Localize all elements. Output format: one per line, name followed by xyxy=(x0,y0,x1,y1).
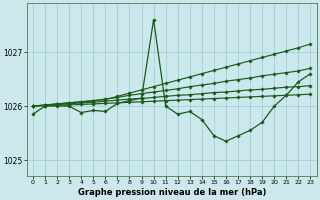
X-axis label: Graphe pression niveau de la mer (hPa): Graphe pression niveau de la mer (hPa) xyxy=(77,188,266,197)
